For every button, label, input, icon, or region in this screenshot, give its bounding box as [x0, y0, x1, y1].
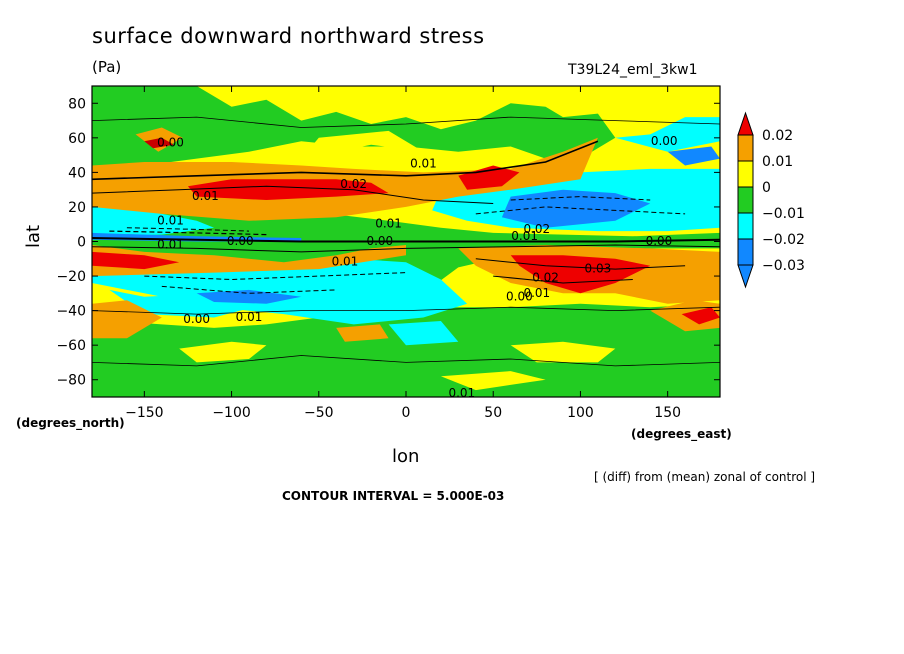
contour-line: [92, 116, 720, 128]
colorbar-label: 0.01: [762, 154, 793, 170]
y-tick-label: −60: [56, 338, 86, 354]
contour-region: [144, 137, 174, 149]
contour-region: [667, 146, 720, 166]
y-tick-label: 20: [68, 200, 86, 216]
chart-units: (Pa): [92, 58, 122, 76]
contour-label: 0.01: [192, 189, 219, 203]
colorbar-segment: [737, 238, 754, 266]
x-tick-label: 150: [654, 405, 681, 421]
contour-line: [92, 355, 720, 367]
colorbar-bottom-arrow: [737, 264, 754, 289]
y-unit-label: (degrees_north): [16, 416, 125, 430]
contour-region: [92, 251, 180, 270]
contour-interval: CONTOUR INTERVAL = 5.000E-03: [282, 489, 505, 503]
y-tick-label: −80: [56, 373, 86, 389]
x-tick-label: −100: [212, 405, 250, 421]
colorbar-top-arrow: [737, 111, 754, 136]
contour-label: 0.00: [506, 289, 533, 303]
contour-region: [388, 321, 459, 346]
contour-label: 0.01: [523, 286, 550, 300]
colorbar-label: −0.01: [762, 206, 805, 222]
colorbar-segment: [737, 160, 754, 188]
contour-label: 0.00: [651, 134, 678, 148]
contour-label: 0.00: [366, 234, 393, 248]
contour-line: [92, 140, 599, 181]
y-axis: −80 −60 −40 −20 0 20 40 60 80: [56, 96, 720, 389]
contour-label: 0.01: [332, 255, 359, 269]
run-label: T39L24_eml_3kw1: [568, 62, 698, 78]
contour-label: 0.02: [523, 222, 550, 236]
y-tick-label: 0: [77, 235, 86, 251]
contour-line: [92, 185, 494, 204]
contour-lines: [92, 116, 720, 367]
contour-label: 0.00: [227, 234, 254, 248]
diff-note: [ (diff) from (mean) zonal of control ]: [594, 470, 816, 484]
contour-line: [475, 258, 686, 270]
contour-line: [144, 272, 407, 281]
contour-line: [475, 206, 686, 215]
contour-label: 0.01: [157, 237, 184, 251]
chart-title: surface downward northward stress: [92, 24, 485, 48]
contour-label: 0.01: [236, 310, 263, 324]
x-tick-label: −150: [125, 405, 163, 421]
colorbar: 0.02 0.01 0 −0.01 −0.02 −0.03: [737, 111, 805, 289]
x-tick-label: 50: [484, 405, 502, 421]
contour-region: [92, 137, 598, 221]
contour-label: 0.01: [410, 156, 437, 170]
colorbar-label: −0.03: [762, 258, 805, 274]
contour-line: [92, 244, 720, 253]
contour-region: [92, 300, 162, 339]
colorbar-segment: [737, 212, 754, 240]
contour-label: 0.01: [511, 229, 538, 243]
y-tick-label: −40: [56, 304, 86, 320]
contour-line: [510, 196, 651, 201]
contour-line: [92, 306, 720, 315]
y-tick-label: 40: [68, 165, 86, 181]
contour-region: [301, 130, 424, 159]
contour-region: [179, 341, 267, 363]
contour-line: [92, 237, 720, 243]
contour-label: 0.00: [646, 234, 673, 248]
contour-label: 0.03: [585, 262, 612, 276]
contour-region: [92, 303, 720, 397]
contour-region: [336, 324, 389, 342]
contour-label: 0.02: [340, 177, 367, 191]
contour-region: [92, 258, 468, 325]
contour-region: [510, 341, 616, 363]
contour-region: [681, 307, 720, 325]
contour-label: 0.00: [157, 136, 184, 150]
x-axis-label: lon: [392, 446, 420, 467]
contour-label: 0.02: [532, 270, 559, 284]
contour-label: 0.01: [448, 386, 475, 400]
colorbar-segment: [737, 134, 754, 162]
y-tick-label: 60: [68, 131, 86, 147]
contour-line: [126, 227, 250, 232]
contour-line: [493, 275, 633, 284]
contour-region: [440, 371, 546, 391]
contour-label: 0.00: [183, 312, 210, 326]
x-axis: −150 −100 −50 0 50 100 150: [125, 86, 681, 421]
x-tick-label: 100: [567, 405, 594, 421]
contour-line: [161, 285, 337, 294]
x-tick-label: −50: [304, 405, 334, 421]
contour-region: [615, 117, 720, 152]
y-tick-label: 80: [68, 96, 86, 112]
contour-region: [458, 165, 520, 190]
contour-label: 0.01: [375, 217, 402, 231]
colorbar-segment: [737, 186, 754, 214]
contour-label: 0.01: [157, 213, 184, 227]
contour-region: [187, 179, 389, 200]
contour-region: [92, 245, 406, 277]
contour-region: [510, 255, 651, 294]
colorbar-label: −0.02: [762, 232, 805, 248]
y-tick-label: −20: [56, 269, 86, 285]
x-unit-label: (degrees_east): [631, 427, 732, 441]
colorbar-label: 0.02: [762, 128, 793, 144]
y-axis-label: lat: [23, 224, 45, 249]
x-tick-label: 0: [402, 405, 411, 421]
colorbar-label: 0: [762, 180, 771, 196]
contour-region: [196, 289, 302, 304]
